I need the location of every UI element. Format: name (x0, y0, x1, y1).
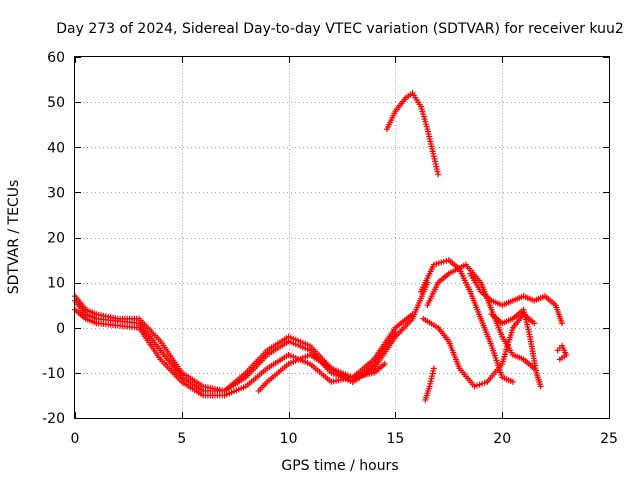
axis-ticks (75, 57, 610, 419)
series-late-3 (420, 311, 538, 390)
x-tick-label: 10 (280, 431, 298, 447)
series-track-b (72, 306, 416, 399)
series-track-c (72, 293, 399, 394)
y-tick-label: -20 (42, 411, 65, 427)
data-point (537, 383, 544, 390)
data-point (556, 356, 563, 363)
x-tick-label: 25 (600, 431, 618, 447)
series-late-2 (424, 261, 538, 372)
data-point (430, 365, 437, 372)
data-point (409, 311, 416, 318)
series-track-d (255, 351, 388, 394)
data-points (72, 90, 570, 403)
y-tick-label: 40 (47, 140, 65, 156)
y-tick-label: 60 (47, 50, 65, 66)
data-point (531, 320, 538, 327)
chart-title: Day 273 of 2024, Sidereal Day-to-day VTE… (56, 21, 624, 37)
series-late-1 (418, 257, 516, 385)
y-tick-label: 0 (56, 321, 65, 337)
series-late-4 (467, 270, 566, 327)
y-axis-label: SDTVAR / TECUs (6, 180, 22, 295)
x-tick-label: 15 (386, 431, 404, 447)
x-tick-labels: 0 5 10 15 20 25 (71, 431, 618, 447)
data-point (381, 360, 388, 367)
series-track-a (72, 279, 431, 394)
x-tick-label: 0 (71, 431, 80, 447)
series-late-5 (488, 306, 544, 390)
x-axis-label: GPS time / hours (281, 458, 398, 474)
data-point (392, 329, 399, 336)
y-tick-label: 10 (47, 276, 65, 292)
series-short-rise (422, 365, 437, 403)
y-tick-label: 50 (47, 95, 65, 111)
data-point (559, 320, 566, 327)
series-late-6 (554, 342, 570, 363)
data-point (435, 171, 442, 178)
x-tick-label: 20 (493, 431, 511, 447)
y-tick-labels: -20 -10 0 10 20 30 40 50 60 (42, 50, 65, 427)
y-tick-label: 20 (47, 231, 65, 247)
y-tick-label: 30 (47, 185, 65, 201)
series-high-arc (383, 90, 442, 178)
grid (75, 57, 609, 418)
data-point (509, 378, 516, 385)
plot-frame (74, 56, 610, 419)
x-tick-label: 5 (177, 431, 186, 447)
y-tick-label: -10 (42, 366, 65, 382)
